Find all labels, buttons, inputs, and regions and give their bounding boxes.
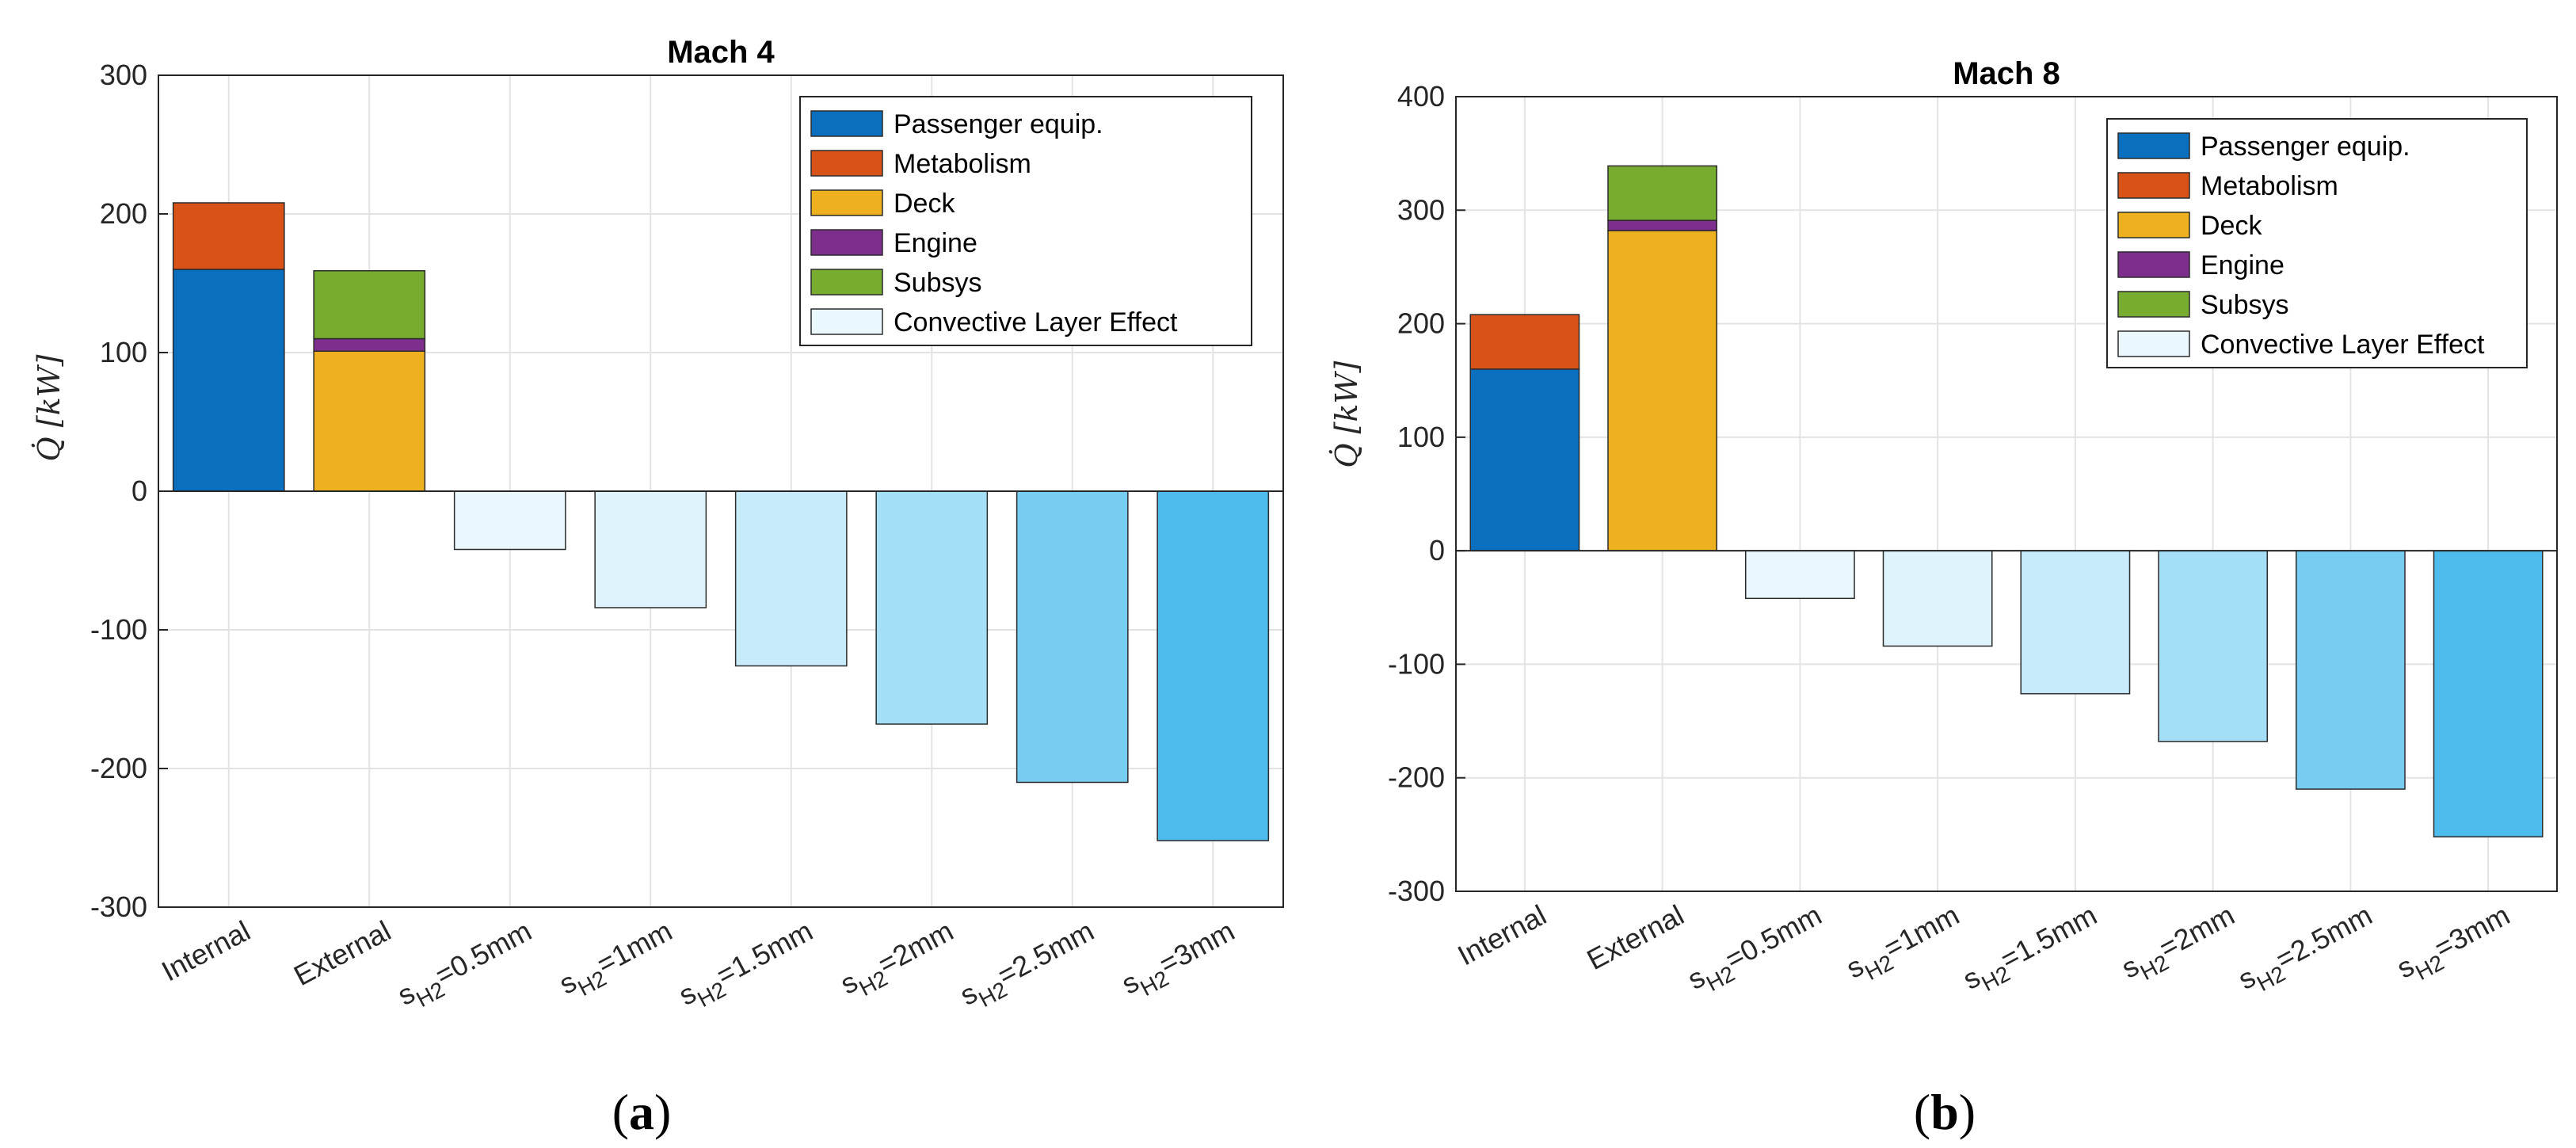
bar-convective-layer-effect-6 [2158, 550, 2269, 742]
legend-entry-label: Subsys [894, 268, 982, 298]
legend-entry-label: Metabolism [2201, 171, 2338, 201]
y-tick-label: 300 [1397, 193, 1445, 226]
y-tick-label: 300 [100, 59, 147, 91]
legend-swatch [810, 150, 883, 177]
legend-entry-label: Convective Layer Effect [2201, 330, 2485, 360]
bar-convective-layer-effect-8 [1157, 490, 1270, 841]
legend-entry-label: Deck [894, 189, 955, 219]
legend-swatch [810, 110, 883, 137]
y-tick-label: 200 [1397, 307, 1445, 340]
legend-swatch [810, 269, 883, 296]
panel-caption: (b) [1914, 1084, 1976, 1140]
bar-convective-layer-effect-6 [875, 490, 989, 725]
legend-swatch [810, 189, 883, 216]
bar-convective-layer-effect-5 [734, 490, 848, 667]
legend-swatch [810, 308, 883, 335]
legend-entry-label: Engine [894, 228, 977, 258]
bar-convective-layer-effect-7 [2295, 550, 2406, 790]
legend-entry-label: Passenger equip. [2201, 132, 2410, 162]
bar-convective-layer-effect-7 [1016, 490, 1129, 784]
legend-box [799, 96, 1252, 346]
bar-metabolism-1 [1469, 314, 1580, 370]
bar-convective-layer-effect-8 [2433, 550, 2544, 837]
legend-swatch [2117, 251, 2190, 278]
bar-engine-2 [313, 338, 426, 352]
y-tick-label: 100 [100, 336, 147, 368]
legend-entry-label: Metabolism [894, 149, 1031, 179]
bar-metabolism-1 [172, 202, 285, 270]
bar-engine-2 [1607, 219, 1718, 231]
legend-entry-label: Engine [2201, 250, 2284, 280]
legend-swatch [2117, 132, 2190, 159]
y-tick-label: 200 [100, 197, 147, 230]
y-axis-label: Q̇ [kW] [1329, 361, 1364, 468]
y-tick-label: -200 [90, 752, 147, 784]
y-tick-label: 0 [1429, 534, 1445, 566]
chart-title: Mach 4 [667, 35, 775, 70]
bar-convective-layer-effect-4 [594, 490, 707, 608]
y-tick-label: -300 [90, 891, 147, 923]
legend-entry-label: Passenger equip. [894, 109, 1103, 139]
legend-swatch [810, 229, 883, 256]
bar-subsys-2 [313, 270, 426, 340]
bar-convective-layer-effect-5 [2020, 550, 2131, 695]
bar-deck-2 [313, 350, 426, 492]
bar-subsys-2 [1607, 165, 1718, 221]
legend-swatch [2117, 172, 2190, 199]
legend-entry-label: Deck [2201, 211, 2262, 241]
legend-swatch [2117, 291, 2190, 318]
axes-frame [1455, 96, 2558, 892]
y-tick-label: 100 [1397, 421, 1445, 453]
chart-title: Mach 8 [1953, 56, 2060, 91]
bar-passenger-equip--1 [1469, 368, 1580, 551]
legend-entry-label: Subsys [2201, 290, 2289, 320]
bar-convective-layer-effect-3 [453, 490, 566, 551]
y-tick-label: -300 [1388, 875, 1445, 907]
y-tick-label: -100 [90, 613, 147, 646]
y-tick-label: -100 [1388, 647, 1445, 680]
y-tick-label: 400 [1397, 80, 1445, 113]
legend-swatch [2117, 330, 2190, 357]
legend-swatch [2117, 212, 2190, 238]
bar-convective-layer-effect-4 [1882, 550, 1993, 647]
legend-entry-label: Convective Layer Effect [894, 307, 1178, 338]
y-tick-label: 0 [131, 475, 147, 507]
y-tick-label: -200 [1388, 761, 1445, 794]
y-axis-label: Q̇ [kW] [32, 354, 67, 461]
bar-convective-layer-effect-3 [1744, 550, 1855, 600]
panel-caption: (a) [612, 1084, 672, 1140]
legend-box [2106, 118, 2528, 368]
bar-deck-2 [1607, 230, 1718, 551]
bar-passenger-equip--1 [172, 269, 285, 492]
